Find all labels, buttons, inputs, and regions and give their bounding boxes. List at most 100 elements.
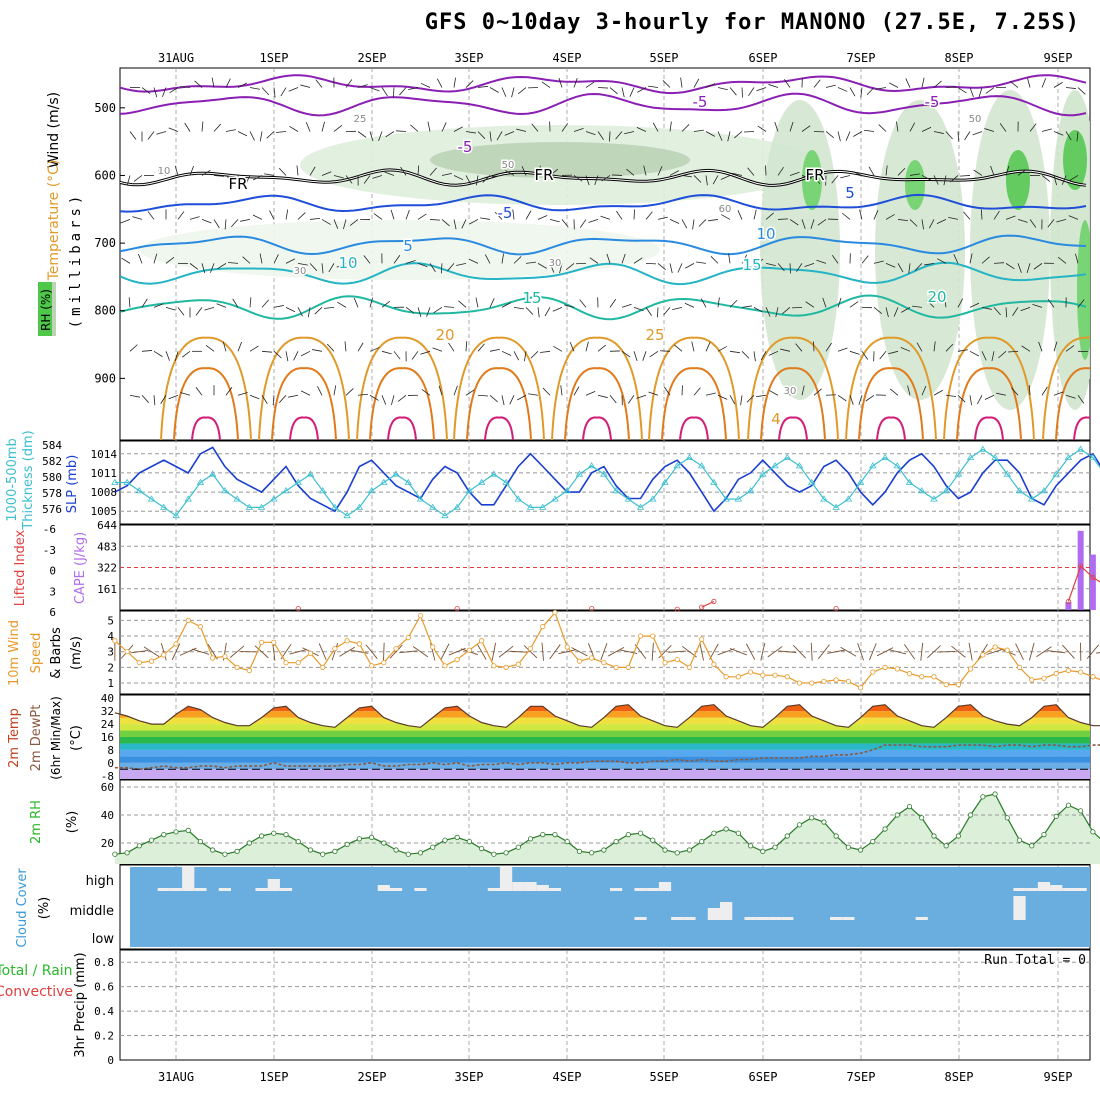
wind-barb bbox=[1007, 350, 1019, 353]
wind-barb bbox=[498, 645, 514, 658]
wind-barb bbox=[878, 124, 887, 132]
wind-barb bbox=[147, 131, 155, 140]
rh-point bbox=[833, 833, 839, 839]
wind-barb bbox=[705, 392, 716, 396]
rh-tick-label: 20 bbox=[101, 837, 114, 850]
wind-barb bbox=[273, 305, 284, 308]
wind-barb bbox=[908, 263, 911, 274]
rh-point bbox=[723, 826, 729, 832]
wind-barb bbox=[383, 642, 385, 661]
wind-barb bbox=[633, 257, 643, 264]
high-cloud-bar bbox=[182, 867, 195, 891]
thickness-point bbox=[783, 453, 791, 460]
wind-point bbox=[283, 660, 289, 666]
bottom-day-label: 3SEP bbox=[455, 1070, 484, 1084]
wind-barb bbox=[278, 167, 287, 176]
wind-barb bbox=[601, 175, 611, 182]
wind-barb bbox=[876, 647, 894, 657]
wind-barb bbox=[1065, 87, 1076, 89]
cloud-background bbox=[130, 867, 1090, 947]
contour-temp-15 bbox=[120, 261, 1087, 286]
wind-barb bbox=[400, 166, 407, 176]
wind-barb bbox=[780, 348, 791, 352]
wind-barb bbox=[588, 219, 599, 223]
precip-tick-label: 0.6 bbox=[94, 981, 114, 994]
wind-barb bbox=[513, 256, 522, 264]
high-cloud-bar bbox=[414, 888, 427, 891]
wind-point bbox=[809, 680, 815, 686]
wind-barb bbox=[778, 650, 797, 653]
wind-barb bbox=[909, 219, 918, 227]
wind-barb bbox=[1041, 386, 1048, 396]
rh-point bbox=[735, 830, 741, 836]
thickness-tick-label: 582 bbox=[42, 455, 62, 468]
rh-point bbox=[222, 851, 228, 857]
wind-barb bbox=[852, 171, 863, 176]
wind-barb bbox=[530, 351, 539, 359]
wind-barb bbox=[1017, 169, 1027, 176]
wind-barb bbox=[189, 263, 199, 270]
wind-barb bbox=[721, 214, 731, 220]
wind-barb bbox=[477, 394, 489, 397]
wind-barb bbox=[664, 386, 671, 396]
wind-barb bbox=[285, 306, 296, 313]
rh-point bbox=[699, 838, 705, 845]
wind-barb bbox=[1086, 644, 1100, 659]
wind-barb bbox=[916, 342, 923, 352]
rh-point bbox=[1029, 843, 1035, 849]
wind-barb bbox=[920, 642, 924, 661]
wind-point bbox=[173, 641, 179, 647]
wind-barb bbox=[901, 306, 911, 313]
rh-point bbox=[454, 834, 460, 841]
contour-label: 50 bbox=[502, 160, 515, 171]
wind-barb bbox=[393, 351, 401, 360]
wind-barb bbox=[213, 123, 221, 132]
bottom-day-label: 1SEP bbox=[260, 1070, 289, 1084]
wind-barb bbox=[977, 643, 988, 660]
wind-barb bbox=[269, 210, 275, 220]
wind-barb bbox=[569, 341, 575, 352]
wind-barb bbox=[969, 302, 980, 308]
rh-point bbox=[601, 847, 607, 853]
wind-barb bbox=[429, 167, 437, 176]
contour-temp-25 bbox=[943, 336, 1035, 440]
wind-barb bbox=[321, 263, 324, 274]
wind-barb bbox=[785, 385, 791, 396]
wind-barb bbox=[177, 211, 185, 220]
wind-barb bbox=[681, 124, 690, 132]
wind-barb bbox=[849, 87, 856, 97]
temp-tick-label: 32 bbox=[101, 705, 114, 718]
wind-barb bbox=[984, 128, 995, 132]
wind-barb bbox=[705, 175, 708, 186]
wind-barb bbox=[981, 306, 992, 310]
wind-barb bbox=[333, 219, 339, 229]
wind-barb bbox=[662, 80, 671, 88]
wind-barb bbox=[944, 297, 947, 308]
wind-barb bbox=[933, 80, 942, 88]
wind-barb bbox=[999, 123, 1007, 132]
wind-barb bbox=[756, 87, 767, 92]
wind-barb bbox=[633, 306, 644, 311]
wind-barb bbox=[585, 175, 590, 186]
cloud-level-label: low bbox=[92, 932, 115, 947]
wind-barb bbox=[300, 350, 311, 357]
rh-point bbox=[344, 841, 350, 848]
temp-band bbox=[120, 695, 1090, 705]
bottom-day-label: 7SEP bbox=[847, 1070, 876, 1084]
wind-point bbox=[246, 667, 252, 674]
temp-tick-label: 8 bbox=[107, 744, 114, 757]
wind-barb bbox=[993, 307, 1001, 316]
bottom-day-label: 2SEP bbox=[358, 1070, 387, 1084]
wind-barb bbox=[296, 165, 299, 176]
wind-point bbox=[857, 685, 864, 691]
contour-temp-30 bbox=[858, 367, 924, 440]
wind-barb bbox=[681, 219, 688, 229]
wind-barb bbox=[511, 87, 515, 98]
wind-point bbox=[613, 664, 619, 670]
contour-temp-20 bbox=[120, 294, 1087, 321]
wind-barb bbox=[177, 307, 185, 316]
wind-barb bbox=[652, 122, 659, 132]
wind-barb bbox=[825, 342, 832, 352]
wind-barb bbox=[552, 306, 563, 312]
wind-barb bbox=[225, 387, 233, 396]
